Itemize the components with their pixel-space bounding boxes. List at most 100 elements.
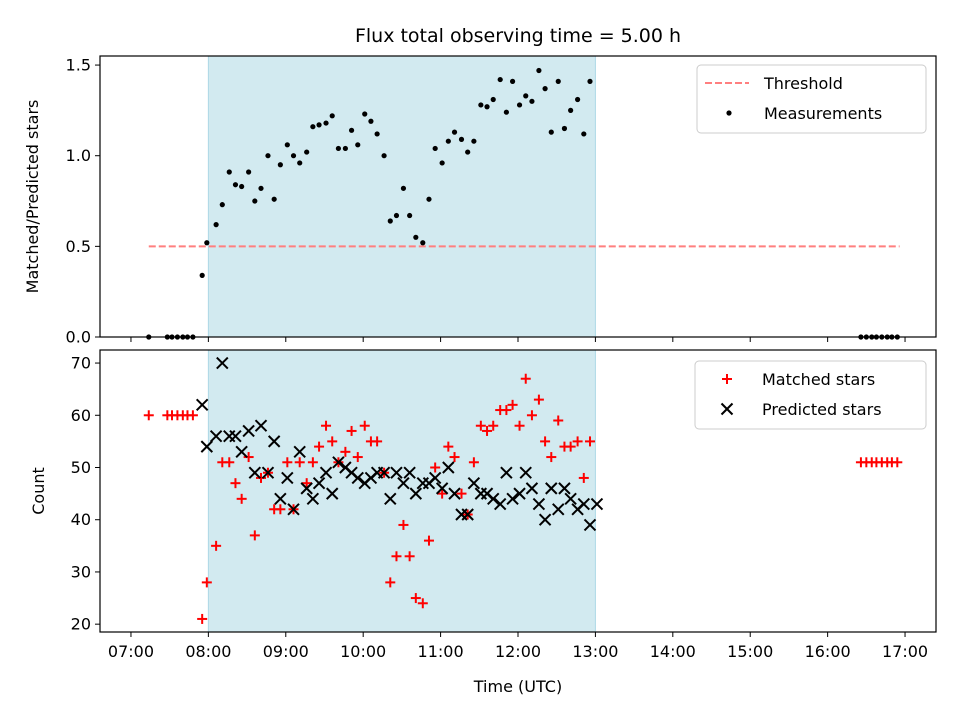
y-tick-label: 30 xyxy=(71,562,91,581)
data-point xyxy=(297,160,303,166)
legend-box xyxy=(694,360,927,430)
data-point xyxy=(319,466,333,479)
count-panel: 20 30 40 50 60 70 07:00 08:00 09:00 10:00 11:00 12:… xyxy=(29,349,937,661)
x-stroke-b xyxy=(467,476,481,490)
data-point xyxy=(310,124,316,130)
data-point xyxy=(199,272,205,278)
x-stroke-b xyxy=(200,440,214,453)
data-point xyxy=(482,425,493,436)
legend-box xyxy=(696,64,927,134)
data-point xyxy=(426,196,432,202)
data-point xyxy=(488,420,499,431)
x-stroke-b xyxy=(461,508,474,521)
data-point xyxy=(242,424,255,438)
y-tick-label: 1.0 xyxy=(66,146,91,165)
data-point xyxy=(307,457,318,468)
data-point xyxy=(475,420,486,431)
data-point xyxy=(351,471,364,485)
y-tick-label: 20 xyxy=(71,615,91,634)
data-point xyxy=(211,540,222,551)
x-stroke-b xyxy=(229,429,242,443)
data-point xyxy=(500,466,513,479)
data-point xyxy=(519,466,532,479)
data-point xyxy=(271,196,277,202)
data-point xyxy=(478,102,484,108)
data-point xyxy=(377,466,391,479)
data-point xyxy=(465,149,471,155)
y-tick-label: 0.5 xyxy=(66,237,91,256)
x-stroke-b xyxy=(532,497,546,511)
data-point xyxy=(275,504,286,515)
data-point xyxy=(232,182,239,188)
data-point xyxy=(493,497,507,511)
x-stroke-b xyxy=(500,466,513,479)
data-point xyxy=(523,93,529,99)
data-point xyxy=(290,153,297,159)
data-point xyxy=(265,153,271,159)
x-stroke-b xyxy=(590,497,604,511)
data-point xyxy=(538,513,552,526)
data-point xyxy=(497,76,503,83)
data-point xyxy=(384,492,397,506)
data-point xyxy=(545,482,558,495)
data-point xyxy=(254,419,268,432)
data-point xyxy=(372,436,383,447)
data-point xyxy=(435,482,449,495)
y-axis-label: Matched/Predicted stars xyxy=(23,100,42,294)
data-point xyxy=(306,492,320,506)
x-stroke-b xyxy=(513,487,526,500)
data-point xyxy=(516,102,523,108)
data-point xyxy=(293,445,306,459)
x-stroke-b xyxy=(428,471,442,485)
data-point xyxy=(520,373,531,384)
x-stroke-b xyxy=(519,466,532,479)
x-stroke-b xyxy=(390,466,403,479)
data-point xyxy=(565,441,576,452)
data-point xyxy=(400,185,407,191)
data-point xyxy=(581,131,587,137)
data-point xyxy=(542,86,548,92)
data-point xyxy=(513,487,526,500)
x-stroke-b xyxy=(577,497,591,511)
data-point xyxy=(587,78,593,84)
x-tick-label: 09:00 xyxy=(263,642,309,661)
data-point xyxy=(501,405,512,416)
x-tick-label: 16:00 xyxy=(805,642,851,661)
x-stroke-b xyxy=(326,487,339,500)
x-tick-label: 08:00 xyxy=(185,642,231,661)
x-stroke-b xyxy=(216,356,229,370)
data-point xyxy=(506,492,519,506)
legend: Threshold Measurements xyxy=(696,64,927,134)
data-point xyxy=(267,435,281,448)
data-point xyxy=(423,535,434,546)
data-point xyxy=(300,482,313,495)
data-point xyxy=(448,487,461,500)
x-stroke-b xyxy=(506,492,519,506)
x-stroke-b xyxy=(242,424,255,438)
data-point xyxy=(229,429,242,443)
x-stroke-b xyxy=(583,518,597,532)
data-point xyxy=(509,78,516,84)
legend-swatch xyxy=(720,402,734,416)
x-stroke-b xyxy=(254,419,268,432)
x-stroke-b xyxy=(339,461,352,474)
x-tick-label: 17:00 xyxy=(882,642,928,661)
data-point xyxy=(197,613,208,624)
x-stroke-b xyxy=(345,466,358,479)
data-point xyxy=(443,441,454,452)
data-point xyxy=(274,492,287,506)
data-point xyxy=(503,109,509,115)
x-tick-label: 13:00 xyxy=(572,642,618,661)
data-point xyxy=(390,466,403,479)
data-point xyxy=(417,598,428,609)
data-point xyxy=(410,593,421,604)
data-point xyxy=(561,125,568,132)
data-point xyxy=(252,198,258,204)
data-point xyxy=(226,169,232,175)
data-point xyxy=(281,471,294,485)
x-stroke-b xyxy=(281,471,294,485)
data-point xyxy=(449,452,460,463)
data-point xyxy=(484,104,490,110)
y-tick-label: 50 xyxy=(71,458,91,477)
x-stroke-b xyxy=(300,482,313,495)
